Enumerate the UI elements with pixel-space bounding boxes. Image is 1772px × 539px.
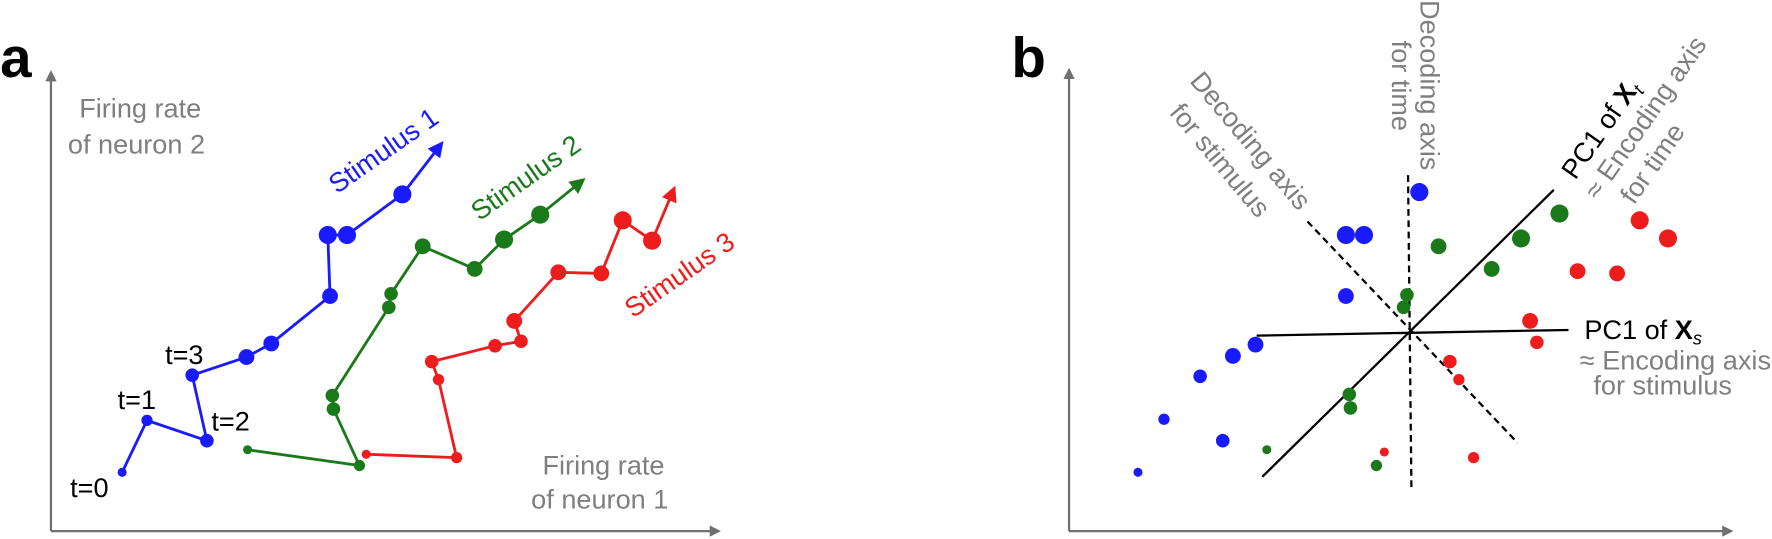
state-dot — [384, 287, 398, 301]
state-dot — [531, 205, 550, 224]
pc1-time-line — [1261, 189, 1555, 478]
state-dot — [1247, 336, 1264, 353]
decoding-label: Decoding axis — [1414, 0, 1445, 170]
state-dot — [613, 211, 632, 230]
state-dot — [1379, 447, 1389, 457]
pc1-prefix: PC1 of — [1584, 314, 1674, 345]
state-dot — [1342, 387, 1357, 402]
stimulus-label: Stimulus 1 — [322, 101, 443, 199]
pc1-subscript: s — [1693, 329, 1702, 349]
state-dot — [1215, 433, 1230, 448]
encoding-label: for stimulus — [1593, 369, 1732, 400]
state-dot — [1550, 204, 1569, 223]
state-dot — [488, 338, 502, 353]
stimulus-label: Stimulus 2 — [465, 128, 586, 226]
time-label: t=1 — [118, 384, 156, 415]
stimulus-label: Stimulus 3 — [619, 226, 740, 324]
state-dot — [263, 335, 280, 352]
state-dot — [1522, 313, 1538, 329]
state-dot — [325, 388, 340, 403]
state-dot — [1609, 265, 1626, 282]
state-dot — [1354, 225, 1374, 245]
trajectory — [366, 218, 653, 460]
state-dot — [1396, 300, 1411, 315]
state-dot — [1343, 401, 1358, 415]
panel-label: a — [0, 26, 32, 89]
state-dot — [1630, 211, 1649, 230]
state-dot — [1193, 369, 1207, 384]
state-dot — [1443, 354, 1457, 369]
y-axis-label: of neuron 2 — [68, 129, 205, 160]
x-axis-label: of neuron 1 — [531, 483, 668, 514]
time-label: t=0 — [70, 472, 108, 503]
panel-label: b — [1011, 26, 1046, 89]
pc1-stimulus-label: PC1 of Xs — [1584, 314, 1702, 349]
trajectory-arrow — [650, 185, 677, 242]
state-dot — [1133, 467, 1143, 477]
state-dot — [414, 238, 431, 255]
state-dot — [361, 449, 371, 459]
state-dot — [318, 225, 337, 245]
state-dot — [353, 459, 366, 472]
state-dot — [326, 402, 341, 416]
state-dot — [185, 368, 199, 382]
state-dot — [450, 451, 463, 464]
state-dot — [514, 334, 528, 349]
decoding-time-line — [1406, 175, 1413, 491]
state-dot — [1224, 348, 1241, 364]
state-dot — [322, 288, 338, 304]
state-dot — [550, 264, 567, 281]
trajectory — [120, 193, 404, 473]
state-dot — [1370, 459, 1383, 472]
state-dot — [643, 231, 662, 250]
decoding-stimulus-line — [1306, 220, 1519, 444]
pc1-symbol: X — [1675, 314, 1693, 345]
time-label: t=3 — [165, 339, 203, 370]
state-dot — [593, 265, 610, 282]
state-dot — [1467, 451, 1480, 464]
time-label: t=2 — [211, 406, 249, 437]
x-axis-label: Firing rate — [542, 450, 664, 481]
state-dot — [1262, 445, 1272, 455]
state-dot — [1453, 374, 1465, 386]
state-dot — [1530, 335, 1544, 350]
state-dot — [238, 349, 255, 365]
state-dot — [243, 445, 253, 455]
state-dot — [393, 185, 412, 204]
state-dot — [337, 225, 357, 245]
state-dot — [1569, 263, 1586, 280]
state-dot — [1430, 238, 1447, 255]
encoding-label: ≈ Encoding axis — [1580, 345, 1771, 376]
state-dot — [1336, 225, 1355, 245]
state-dot — [506, 313, 523, 329]
state-dot — [1337, 288, 1354, 304]
y-axis-label: Firing rate — [79, 93, 201, 124]
trajectory — [247, 213, 542, 468]
state-dot — [432, 374, 445, 386]
state-dot — [1400, 288, 1414, 302]
state-dot — [466, 261, 483, 277]
trajectories — [117, 141, 1677, 477]
state-dot — [1158, 413, 1170, 425]
state-dot — [117, 467, 127, 477]
state-dot — [382, 300, 396, 315]
state-dot — [200, 433, 214, 448]
state-dot — [141, 414, 153, 427]
state-dot — [1410, 183, 1429, 202]
trajectory-arrow — [401, 141, 444, 196]
state-dot — [1483, 261, 1500, 277]
decoding-label: for time — [1386, 41, 1417, 131]
state-dot — [1512, 229, 1531, 248]
state-dot — [495, 230, 514, 249]
state-dot — [1658, 229, 1677, 248]
state-dot — [424, 354, 439, 369]
